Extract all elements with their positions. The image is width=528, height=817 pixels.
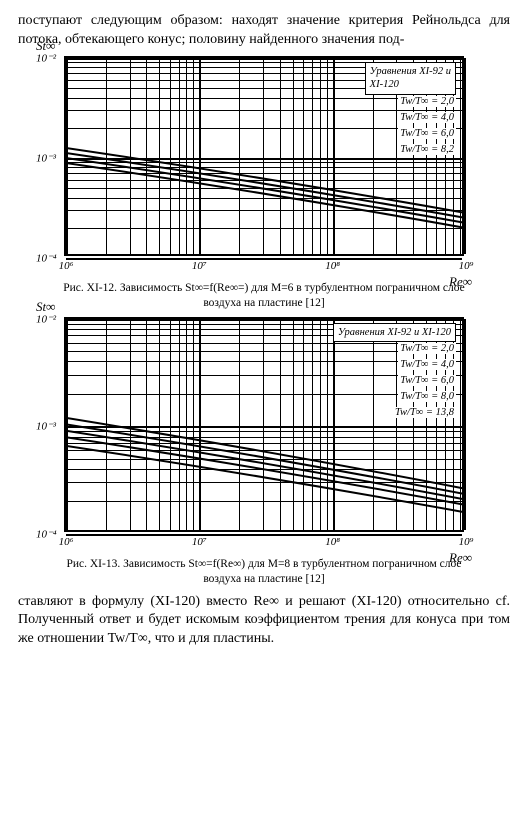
y-tick: 10⁻² — [36, 51, 56, 64]
curve-label: Tw/T∞ = 2,0 — [398, 96, 456, 107]
x-tick: 10⁶ — [59, 260, 74, 272]
curve-label: Tw/T∞ = 6,0 — [398, 375, 456, 386]
x-tick: 10⁹ — [459, 536, 474, 548]
figure-12: St∞ 10⁻²10⁻³10⁻⁴10⁶10⁷10⁸10⁹Уравнения XI… — [18, 56, 510, 311]
curve-label: Tw/T∞ = 4,0 — [398, 112, 456, 123]
figure-12-caption: Рис. XI-12. Зависимость St∞=f(Re∞=) для … — [54, 281, 474, 311]
outro-paragraph: ставляют в формулу (XI-120) вместо Re∞ и… — [18, 593, 510, 650]
y-tick: 10⁻³ — [36, 151, 56, 164]
x-tick: 10⁹ — [459, 260, 474, 272]
intro-paragraph: поступают следующим образом: находят зна… — [18, 12, 510, 50]
x-tick: 10⁸ — [325, 260, 340, 272]
legend-title: Уравнения XI-92 и XI-120 — [333, 323, 456, 343]
y-tick: 10⁻³ — [36, 420, 56, 433]
x-tick: 10⁷ — [192, 260, 207, 272]
x-tick: 10⁶ — [59, 536, 74, 548]
chart2-xaxis: Re∞ — [449, 550, 472, 566]
curve-label: Tw/T∞ = 8,2 — [398, 144, 456, 155]
y-tick: 10⁻² — [36, 312, 56, 325]
x-tick: 10⁸ — [325, 536, 340, 548]
curve-label: Tw/T∞ = 6,0 — [398, 128, 456, 139]
y-tick: 10⁻⁴ — [36, 251, 57, 264]
chart1-plot: 10⁻²10⁻³10⁻⁴10⁶10⁷10⁸10⁹Уравнения XI-92 … — [64, 56, 464, 256]
legend-title: Уравнения XI-92 иXI-120 — [365, 62, 456, 95]
figure-13-caption: Рис. XI-13. Зависимость St∞=f(Re∞) для M… — [54, 557, 474, 587]
y-tick: 10⁻⁴ — [36, 527, 57, 540]
chart1-xaxis: Re∞ — [449, 274, 472, 290]
curve-label: Tw/T∞ = 4,0 — [398, 359, 456, 370]
curve-label: Tw/T∞ = 8,0 — [398, 391, 456, 402]
curve-label: Tw/T∞ = 13,8 — [393, 407, 456, 418]
curve-label: Tw/T∞ = 2,0 — [398, 343, 456, 354]
chart2-plot: 10⁻²10⁻³10⁻⁴10⁶10⁷10⁸10⁹Уравнения XI-92 … — [64, 317, 464, 532]
figure-13: St∞ 10⁻²10⁻³10⁻⁴10⁶10⁷10⁸10⁹Уравнения XI… — [18, 317, 510, 587]
x-tick: 10⁷ — [192, 536, 207, 548]
